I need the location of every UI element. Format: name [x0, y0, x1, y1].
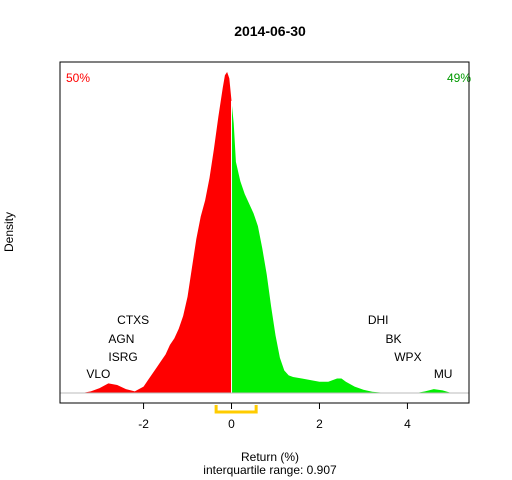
outlier-label-positive: MU [434, 367, 453, 381]
x-tick-label: 2 [316, 417, 323, 431]
outlier-label-negative: CTXS [117, 313, 149, 327]
x-axis-label: Return (%) [241, 450, 299, 464]
outlier-label-negative: VLO [86, 367, 110, 381]
outlier-label-positive: BK [385, 332, 401, 346]
plot-area: -2 0 2 4 CTXS AGN ISRG VLO DHI BK WPX MU [59, 61, 470, 431]
positive-share-label: 49% [447, 71, 471, 85]
plot-border [59, 61, 470, 404]
positive-density-area [231, 100, 452, 393]
negative-density-area [81, 72, 232, 393]
iqr-bracket [214, 405, 258, 414]
chart-title: 2014-06-30 [234, 23, 306, 39]
x-tick-label: 4 [404, 417, 411, 431]
iqr-subtitle: interquartile range: 0.907 [203, 463, 337, 477]
outlier-label-positive: WPX [394, 350, 421, 364]
outlier-label-negative: AGN [108, 332, 134, 346]
y-axis-label: Density [2, 212, 16, 252]
negative-share-label: 50% [66, 71, 90, 85]
x-tick-label: -2 [138, 417, 149, 431]
outlier-label-negative: ISRG [108, 350, 137, 364]
x-tick-label: 0 [228, 417, 235, 431]
outlier-label-positive: DHI [368, 313, 389, 327]
